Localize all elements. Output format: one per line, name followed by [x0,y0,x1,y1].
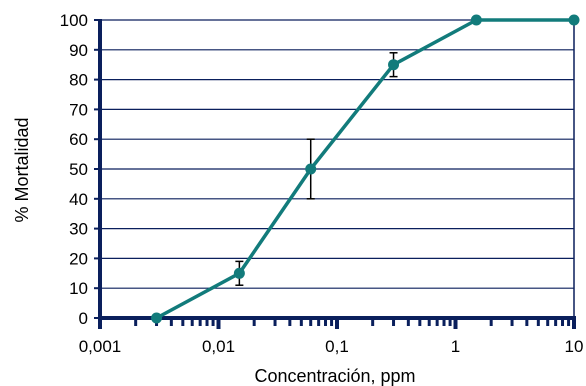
x-axis-title: Concentración, ppm [254,366,415,386]
y-tick-label-10: 10 [69,279,88,298]
grid-lines [100,19,574,289]
y-tick-label-70: 70 [69,100,88,119]
y-tick-labels: 0 10 20 30 40 50 60 70 80 90 100 [60,11,88,328]
series-layer [151,14,580,324]
y-axis-title: % Mortalidad [12,117,32,222]
data-point-4 [470,14,482,26]
x-tick-label-1: 0,01 [202,337,235,356]
x-tick-label-4: 10 [565,337,584,356]
y-tick-label-50: 50 [69,160,88,179]
y-tick-label-20: 20 [69,249,88,268]
y-tick-label-100: 100 [60,11,88,30]
y-tick-label-90: 90 [69,41,88,60]
x-tick-label-2: 0,1 [325,337,349,356]
data-point-0 [151,312,163,324]
data-point-3 [388,59,400,71]
y-tick-label-0: 0 [79,309,88,328]
data-point-5 [568,14,580,26]
data-point-1 [233,267,245,279]
data-point-2 [305,163,317,175]
axes [94,19,576,329]
x-tick-label-3: 1 [451,337,460,356]
y-tick-label-30: 30 [69,220,88,239]
y-tick-label-40: 40 [69,190,88,209]
y-tick-label-60: 60 [69,130,88,149]
series-line-0 [155,18,574,320]
y-tick-label-80: 80 [69,71,88,90]
x-tick-labels: 0,001 0,01 0,1 1 10 [79,337,584,356]
x-tick-label-0: 0,001 [79,337,122,356]
